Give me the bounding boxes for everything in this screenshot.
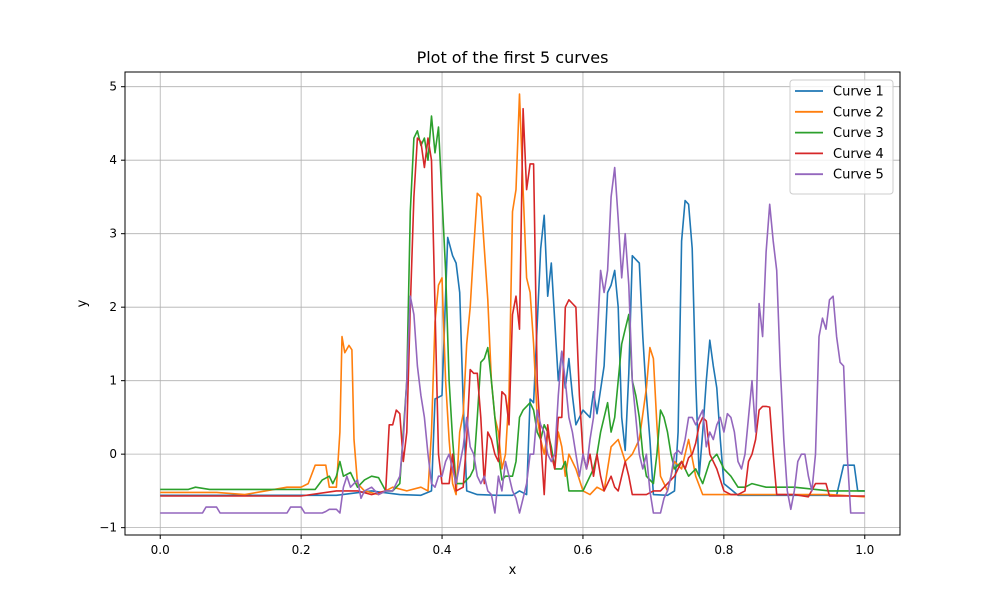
x-tick-label: 0.6 — [573, 543, 592, 557]
legend-label: Curve 5 — [833, 168, 884, 183]
y-tick-label: 3 — [109, 227, 117, 241]
x-tick-label: 1.0 — [855, 543, 874, 557]
axes-frame — [124, 71, 901, 536]
legend-label: Curve 4 — [833, 147, 884, 162]
series-line-curve-5 — [160, 166, 865, 514]
x-tick-label: 0.2 — [292, 543, 311, 557]
y-axis-label: y — [75, 299, 90, 307]
y-tick-label: 5 — [109, 80, 117, 94]
legend-box — [789, 79, 894, 195]
series-line-curve-4 — [160, 107, 865, 498]
x-tick-label: 0.4 — [432, 543, 451, 557]
x-tick-label: 0.8 — [714, 543, 733, 557]
chart-title: Plot of the first 5 curves — [417, 48, 609, 67]
legend-label: Curve 2 — [833, 105, 884, 120]
y-tick-label: 1 — [109, 374, 117, 388]
y-tick-label: 0 — [109, 447, 117, 461]
legend-label: Curve 3 — [833, 126, 884, 141]
x-axis-ticks: 0.0 0.2 0.4 0.6 0.8 1.0 — [151, 535, 874, 557]
y-tick-label: −1 — [99, 521, 117, 535]
x-axis-label: x — [509, 563, 517, 578]
curves — [160, 93, 865, 514]
legend: Curve 1 Curve 2 Curve 3 Curve 4 Curve 5 — [789, 79, 894, 195]
x-tick-label: 0.0 — [151, 543, 170, 557]
series-line-curve-1 — [160, 199, 865, 497]
series-line-curve-2 — [160, 93, 865, 498]
y-axis-ticks: −1 0 1 2 3 4 5 — [99, 80, 125, 535]
y-tick-label: 4 — [109, 153, 117, 167]
y-tick-label: 2 — [109, 300, 117, 314]
legend-label: Curve 1 — [833, 85, 884, 100]
